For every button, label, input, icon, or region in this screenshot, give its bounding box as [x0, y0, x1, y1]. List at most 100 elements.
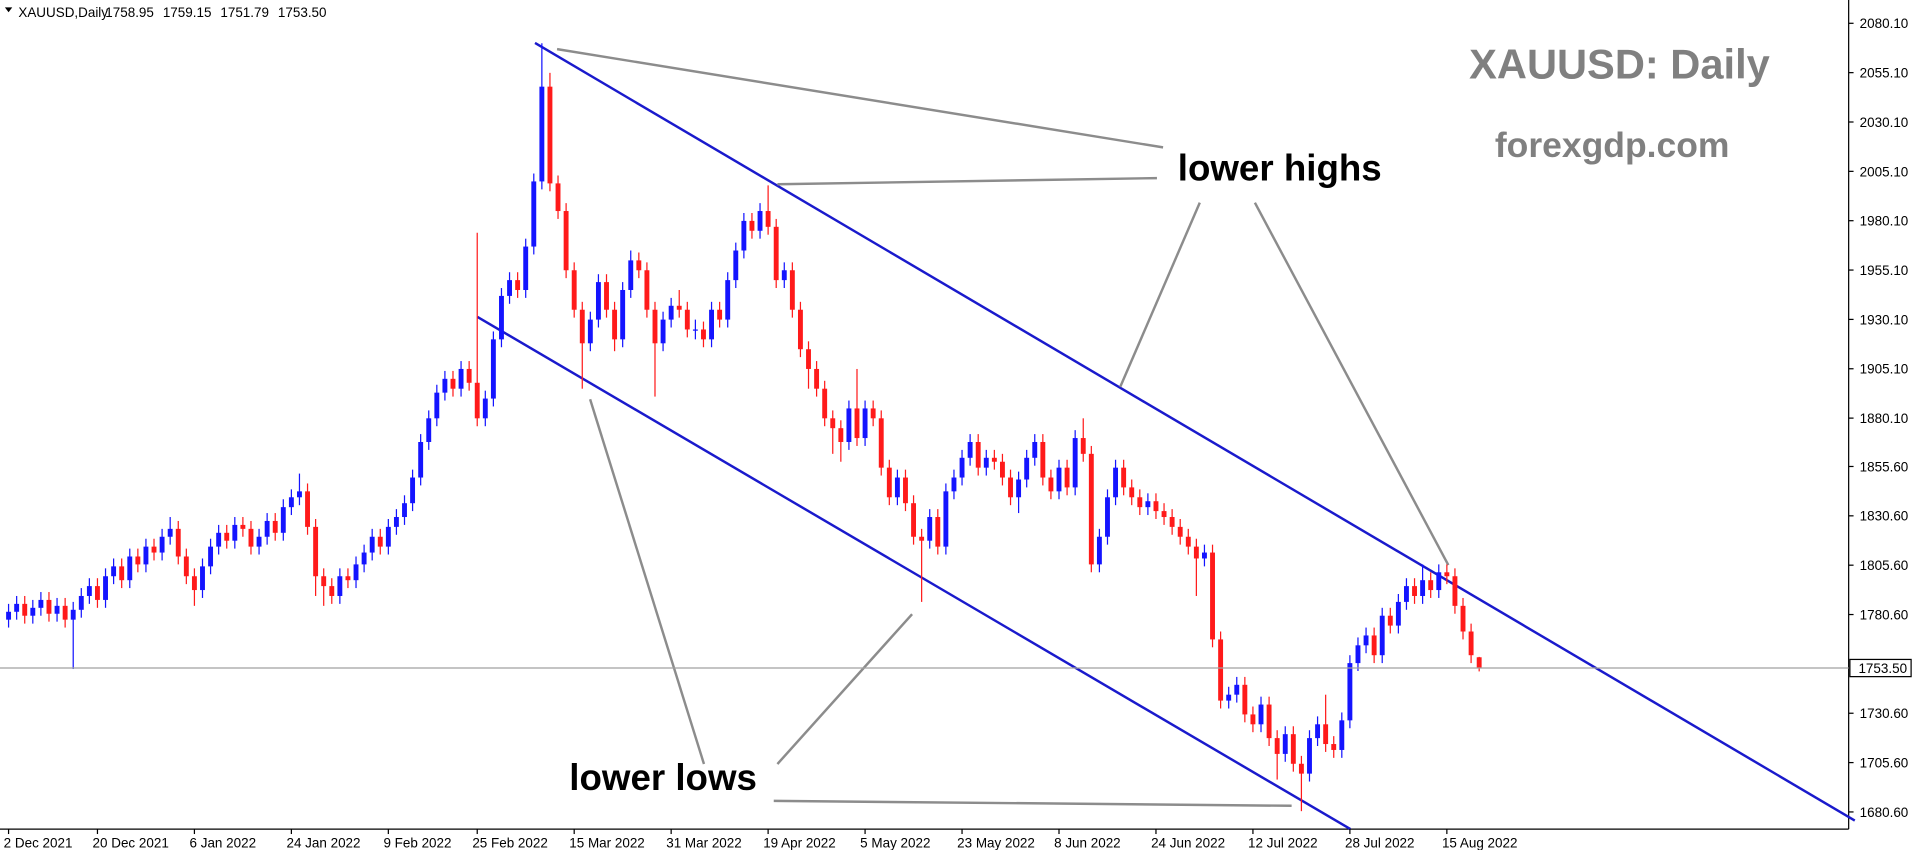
candle-body	[256, 536, 262, 547]
candle-body	[86, 586, 92, 596]
candle-body	[1193, 546, 1199, 559]
candle-body	[725, 280, 731, 320]
candle-body	[741, 220, 747, 251]
candle-body	[208, 546, 214, 567]
candle-body	[1088, 453, 1094, 565]
candle-body	[515, 280, 521, 290]
candle-body	[135, 556, 141, 565]
candle-body	[111, 566, 117, 577]
candle-body	[70, 609, 76, 620]
pointer-line	[773, 799, 1292, 808]
candle-body	[789, 270, 795, 310]
candle-body	[676, 305, 682, 310]
candle-body	[1169, 517, 1175, 527]
candle-body	[911, 503, 917, 537]
candle-body	[927, 517, 933, 541]
ohlc-label: 1751.79	[220, 5, 269, 20]
x-tick-label: 2 Dec 2021	[4, 836, 73, 850]
candle-body	[191, 576, 197, 591]
candle-body	[1444, 572, 1450, 577]
last-price-box	[1849, 658, 1912, 678]
y-tick-label: 1805.60	[1860, 558, 1909, 573]
candle-body	[806, 349, 811, 369]
candle-body	[959, 457, 965, 478]
candle-body	[280, 507, 286, 533]
candle-body	[54, 605, 60, 614]
candle-body	[1371, 635, 1377, 656]
y-tick-label: 1980.10	[1860, 214, 1909, 229]
candle-body	[1347, 663, 1353, 721]
candle-body	[410, 477, 416, 504]
candle-body	[1226, 694, 1232, 701]
candle-body	[1129, 487, 1135, 498]
candle-body	[1121, 467, 1127, 488]
candle-body	[1307, 738, 1312, 774]
y-tick-label: 1680.60	[1860, 805, 1909, 820]
candle-body	[499, 295, 504, 340]
candle-body	[1242, 684, 1248, 715]
candle-body	[1379, 615, 1385, 656]
annotation: lower lows	[569, 757, 757, 798]
candle-body	[264, 520, 270, 537]
ohlc-label: 1759.15	[163, 5, 212, 20]
candle-body	[167, 528, 173, 537]
candle-body	[781, 270, 787, 281]
x-tick-label: 20 Dec 2021	[93, 836, 169, 850]
candle-body	[1250, 714, 1256, 725]
candle-body	[894, 477, 900, 498]
y-tick-label: 2030.10	[1860, 115, 1909, 130]
candle-body	[1080, 438, 1086, 454]
candle-body	[547, 86, 553, 184]
candle-body	[1056, 467, 1062, 492]
candle-body	[523, 246, 529, 290]
x-tick-label: 12 Jul 2022	[1248, 836, 1318, 850]
candle-body	[991, 457, 997, 462]
candle-body	[733, 250, 739, 281]
candle-body	[757, 211, 763, 231]
candle-body	[878, 418, 884, 468]
candle-body	[814, 368, 820, 389]
candle-body	[604, 282, 609, 310]
x-tick-label: 15 Aug 2022	[1442, 836, 1518, 850]
candle-body	[248, 528, 254, 547]
candle-body	[765, 211, 771, 227]
last-price-label: 1753.50	[1858, 661, 1907, 676]
candle-body	[159, 536, 165, 553]
y-tick-label: 1730.60	[1860, 706, 1909, 721]
candle-body	[684, 309, 690, 330]
candle-body	[862, 408, 868, 439]
candle-body	[151, 546, 157, 553]
candle-body	[1137, 497, 1143, 508]
chart-title: XAUUSD: Daily	[1469, 41, 1770, 88]
candle-body	[490, 339, 496, 399]
candle-body	[482, 398, 488, 419]
candle-body	[854, 408, 860, 439]
x-tick-label: 6 Jan 2022	[190, 836, 257, 850]
x-tick-label: 25 Feb 2022	[472, 836, 548, 850]
candle-body	[466, 368, 472, 383]
x-tick-label: 8 Jun 2022	[1054, 836, 1121, 850]
y-tick-label: 1955.10	[1860, 263, 1909, 278]
candle-body	[612, 309, 618, 340]
candle-body	[1404, 586, 1409, 602]
candle-body	[587, 319, 593, 344]
candle-body	[119, 566, 125, 581]
candle-body	[1355, 645, 1361, 664]
y-tick-label: 1930.10	[1860, 312, 1909, 327]
candle-body	[1363, 635, 1369, 646]
candle-body	[531, 181, 537, 247]
x-tick-label: 24 Jan 2022	[286, 836, 360, 850]
candle-body	[175, 528, 181, 557]
candle-body	[1201, 552, 1207, 559]
candle-body	[418, 441, 424, 478]
candle-body	[143, 546, 149, 565]
candle-body	[1420, 580, 1426, 596]
candle-body	[1460, 605, 1466, 632]
candle-body	[1016, 479, 1022, 498]
x-tick-label: 9 Feb 2022	[383, 836, 451, 850]
candle-body	[1387, 615, 1393, 626]
candle-body	[555, 183, 561, 212]
candle-body	[288, 497, 294, 508]
